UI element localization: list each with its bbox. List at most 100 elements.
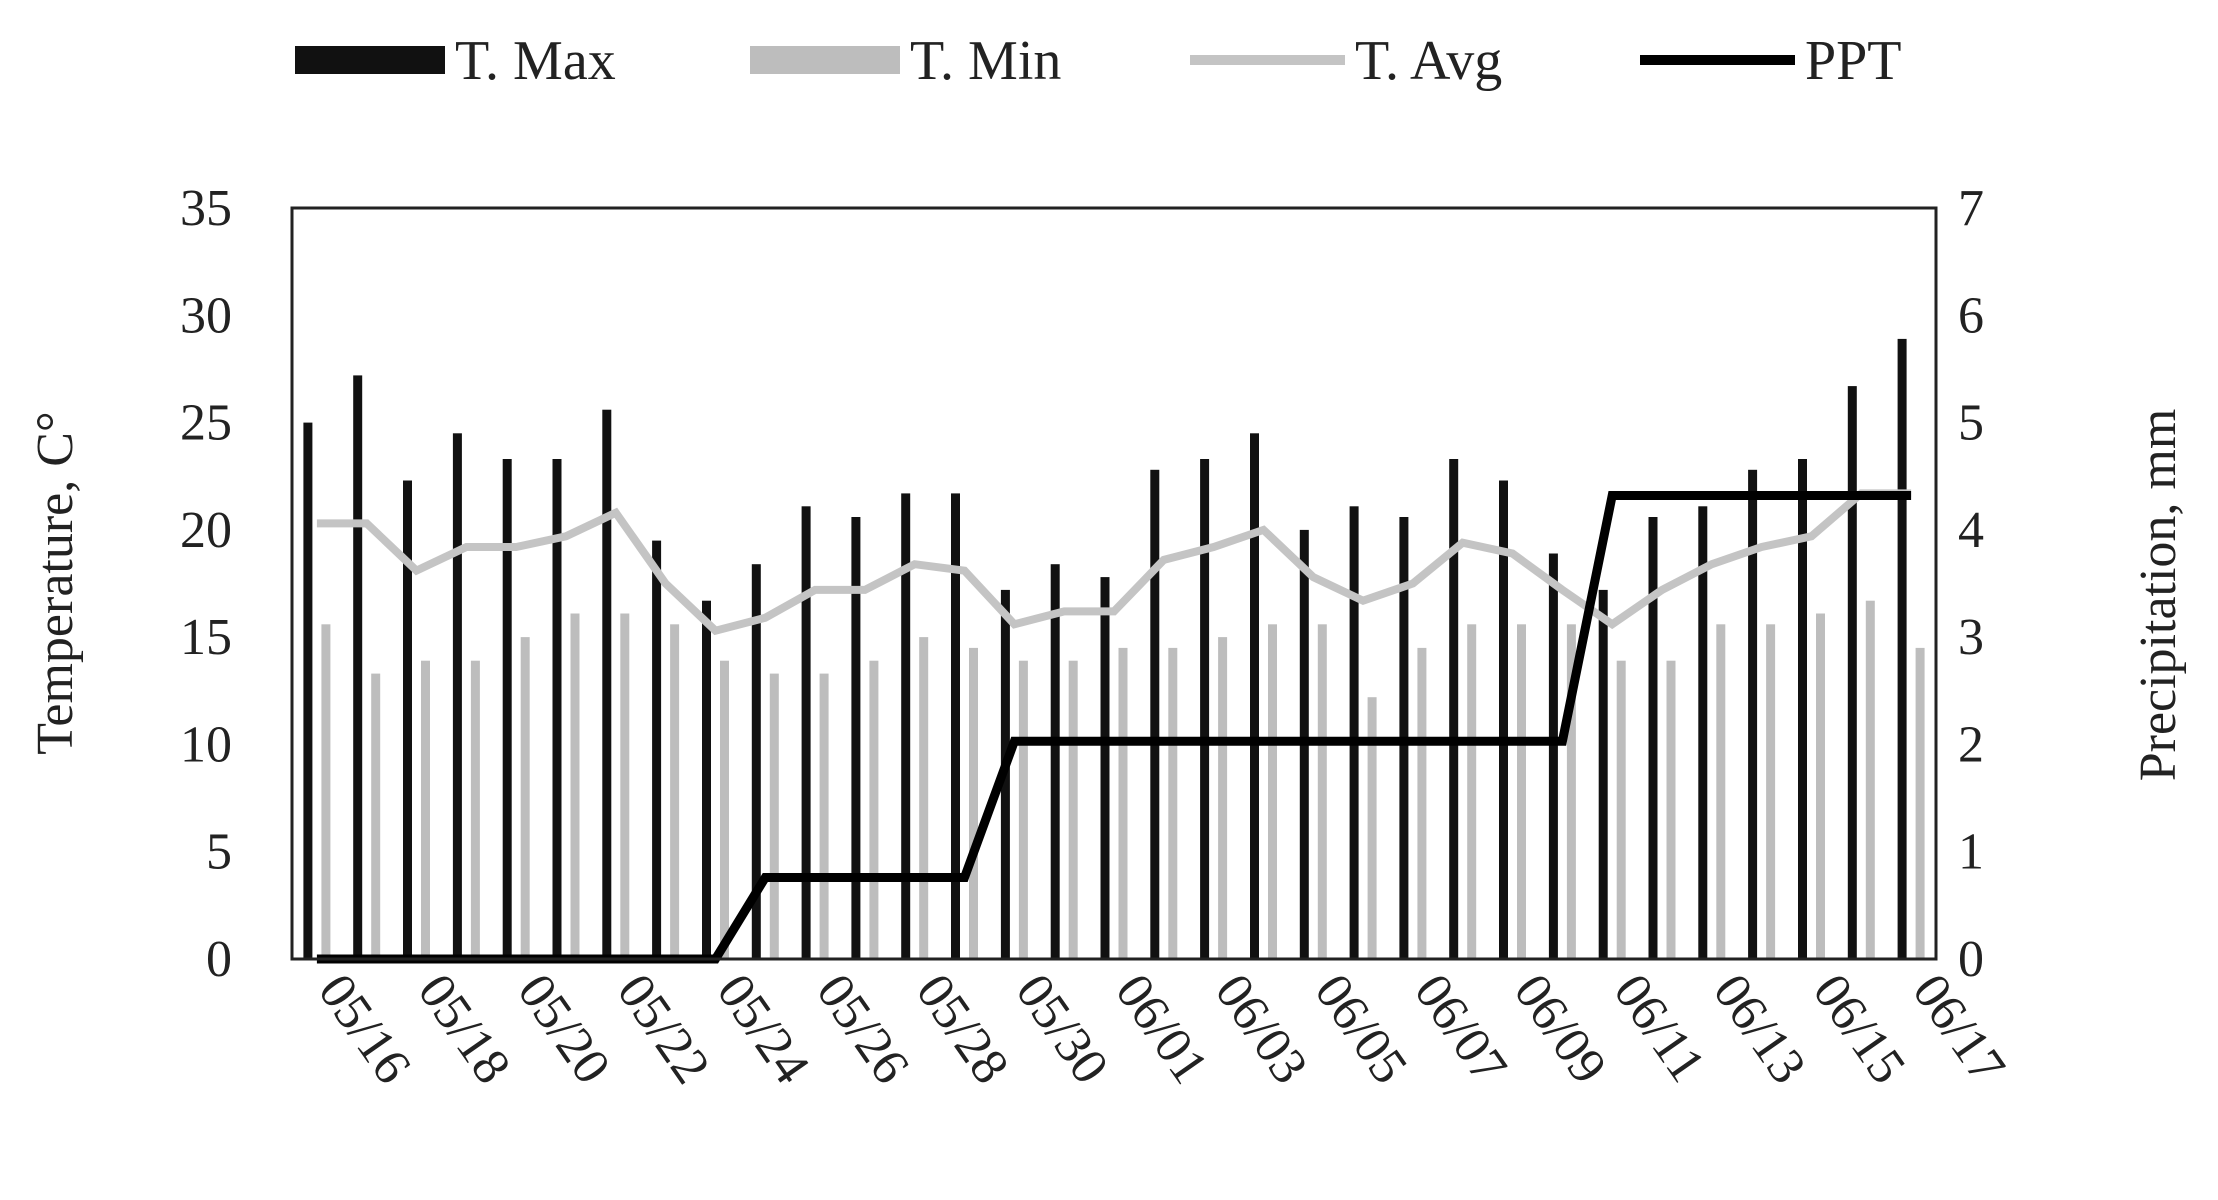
bar-t-min-06-05	[1317, 624, 1327, 959]
bar-t-min-05-31	[1068, 660, 1078, 959]
bar-t-min-05-26	[819, 673, 829, 959]
legend-label-ppt: PPT	[1805, 30, 1902, 92]
right-tick-label: 3	[1958, 609, 1984, 666]
x-tick-label: 06/03	[1204, 964, 1319, 1094]
bar-t-min-06-11	[1616, 660, 1626, 959]
legend-swatch-t-min	[750, 46, 900, 74]
left-tick-label: 0	[206, 931, 232, 988]
bar-t-max-05-31	[1050, 564, 1060, 959]
x-tick-label: 06/13	[1702, 964, 1817, 1094]
x-tick-label: 06/15	[1802, 964, 1917, 1094]
plot-frame	[290, 206, 1938, 961]
bar-t-min-06-01	[1118, 647, 1128, 959]
bar-t-min-06-02	[1168, 647, 1178, 959]
x-tick-label: 05/30	[1005, 964, 1120, 1094]
bar-t-min-06-16	[1865, 600, 1875, 959]
right-tick-label: 6	[1958, 287, 1984, 344]
left-tick-label: 15	[180, 609, 232, 666]
bar-t-max-05-25	[751, 564, 761, 959]
bar-t-min-06-13	[1716, 624, 1726, 959]
bar-t-max-05-26	[801, 506, 811, 959]
bar-t-min-06-12	[1666, 660, 1676, 959]
bar-t-max-05-16	[303, 422, 313, 960]
right-tick-label: 7	[1958, 180, 1984, 237]
bar-t-min-06-06	[1367, 697, 1377, 959]
bar-t-max-05-18	[403, 480, 412, 959]
x-tick-label: 06/11	[1602, 964, 1716, 1092]
bar-t-min-05-30	[1018, 660, 1028, 959]
left-tick-label: 25	[180, 395, 232, 452]
bar-t-max-06-02	[1150, 469, 1160, 959]
left-tick-label: 30	[180, 287, 232, 344]
bar-t-max-06-15	[1798, 459, 1807, 959]
bar-t-max-05-29	[951, 493, 960, 959]
left-tick-label: 20	[180, 502, 232, 559]
x-tick-label: 05/16	[307, 964, 422, 1094]
bar-t-max-06-06	[1349, 506, 1359, 959]
bar-t-max-05-24	[702, 600, 711, 959]
legend-label-t-max: T. Max	[455, 30, 616, 92]
bar-t-min-05-24	[720, 660, 729, 959]
line-t-avg	[316, 489, 1912, 636]
bar-t-min-06-17	[1915, 647, 1925, 959]
bar-t-min-06-09	[1517, 624, 1526, 959]
right-tick-label: 4	[1958, 502, 1984, 559]
bar-t-max-05-19	[452, 433, 462, 959]
bar-t-max-06-16	[1847, 386, 1857, 960]
bar-t-max-05-21	[552, 459, 562, 959]
legend-label-t-avg: T. Avg	[1355, 30, 1502, 92]
bar-t-max-06-13	[1698, 506, 1708, 959]
x-axis: 05/1605/1805/2005/2205/2405/2605/2805/30…	[307, 964, 2016, 1094]
left-tick-label: 35	[180, 180, 232, 237]
bar-t-min-05-21	[570, 613, 580, 959]
left-tick-label: 5	[206, 824, 232, 881]
bar-t-max-06-17	[1897, 338, 1907, 959]
bar-t-max-05-17	[353, 375, 363, 959]
bar-t-min-06-08	[1467, 624, 1477, 959]
x-tick-label: 05/26	[805, 964, 920, 1094]
bar-t-max-06-10	[1548, 553, 1558, 959]
bar-t-min-05-23	[670, 624, 680, 959]
bar-t-max-05-23	[652, 540, 662, 959]
bar-t-min-06-15	[1816, 613, 1825, 959]
bar-t-min-05-25	[769, 673, 779, 959]
bar-t-min-06-14	[1766, 624, 1776, 959]
bar-t-max-05-20	[502, 459, 512, 959]
x-tick-label: 05/22	[606, 964, 721, 1094]
bar-t-max-06-12	[1648, 517, 1658, 959]
bar-t-max-06-04	[1250, 433, 1259, 959]
bar-t-min-05-17	[371, 673, 381, 959]
bar-t-max-06-08	[1449, 459, 1459, 959]
bar-t-min-06-03	[1218, 637, 1228, 959]
bar-t-max-06-11	[1598, 589, 1608, 959]
bar-t-max-05-27	[851, 517, 861, 959]
bar-t-min-05-19	[470, 660, 480, 959]
bar-t-max-06-09	[1499, 480, 1508, 959]
x-tick-label: 06/09	[1503, 964, 1618, 1094]
legend-label-t-min: T. Min	[910, 30, 1061, 92]
bar-series	[303, 338, 1925, 960]
bar-t-min-05-28	[919, 637, 929, 959]
bar-t-max-05-28	[901, 493, 911, 959]
x-tick-label: 05/24	[706, 964, 821, 1094]
legend: T. Max T. Min T. Avg PPT	[295, 30, 1902, 92]
right-y-axis: 0 1 2 3 4 5 6 7	[1958, 180, 1984, 988]
x-tick-label: 05/18	[407, 964, 522, 1094]
right-tick-label: 2	[1958, 716, 1984, 773]
right-tick-label: 5	[1958, 395, 1984, 452]
bar-t-max-05-22	[602, 409, 612, 959]
x-tick-label: 05/20	[506, 964, 621, 1094]
right-axis-title: Precipitation, mm	[2130, 409, 2187, 782]
left-y-axis: 0 5 10 15 20 25 30 35	[180, 180, 232, 988]
bar-t-min-05-29	[969, 647, 978, 959]
bar-t-min-05-27	[869, 660, 879, 959]
legend-swatch-t-max	[295, 46, 445, 74]
bar-t-min-06-07	[1417, 647, 1427, 959]
x-tick-label: 06/05	[1303, 964, 1418, 1094]
left-axis-title: Temperature, C°	[27, 411, 84, 754]
bar-t-max-06-14	[1748, 469, 1758, 959]
right-tick-label: 1	[1958, 824, 1984, 881]
bar-t-min-06-04	[1268, 624, 1277, 959]
right-tick-label: 0	[1958, 931, 1984, 988]
